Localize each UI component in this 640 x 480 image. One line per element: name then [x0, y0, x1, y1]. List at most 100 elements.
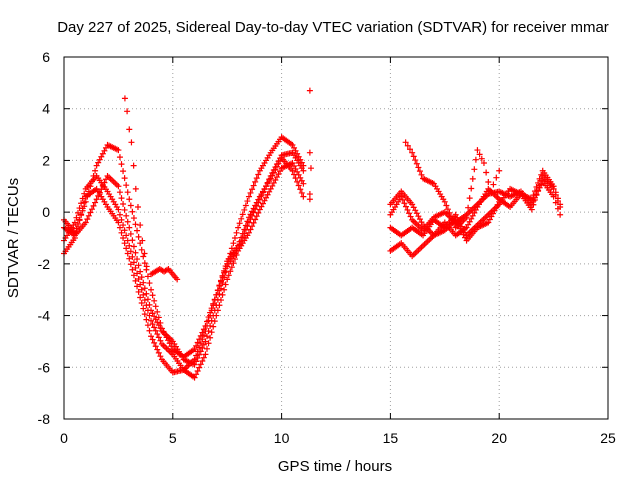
- data-point-marker: [466, 195, 473, 202]
- data-point-marker: [298, 189, 305, 196]
- data-point-marker: [207, 334, 214, 341]
- data-point-marker: [233, 229, 240, 236]
- data-point-marker: [263, 182, 270, 189]
- data-point-marker: [127, 202, 134, 209]
- data-point-marker: [143, 316, 150, 323]
- data-point-marker: [416, 168, 423, 175]
- data-point-marker: [306, 191, 313, 198]
- x-tick-label: 0: [60, 430, 68, 446]
- data-point-marker: [139, 237, 146, 244]
- data-point-marker: [144, 307, 151, 314]
- data-point-marker: [138, 286, 145, 293]
- data-point-marker: [213, 291, 220, 298]
- data-point-marker: [557, 211, 564, 218]
- data-point-marker: [71, 219, 78, 226]
- data-point-marker: [306, 87, 313, 94]
- data-point-marker: [199, 345, 206, 352]
- data-point-marker: [120, 168, 127, 175]
- data-point-marker: [222, 281, 229, 288]
- data-point-marker: [79, 195, 86, 202]
- data-point-marker: [217, 297, 224, 304]
- data-point-marker: [132, 249, 139, 256]
- data-point-marker: [528, 196, 535, 203]
- data-point-marker: [92, 199, 99, 206]
- data-point-marker: [138, 274, 145, 281]
- plot-frame: [63, 56, 609, 420]
- data-point-marker: [245, 229, 252, 236]
- data-point-marker: [245, 193, 252, 200]
- data-point-marker: [73, 214, 80, 221]
- data-point-marker: [130, 162, 137, 169]
- y-axis-label: SDTVAR / TECUs: [5, 178, 22, 298]
- data-point-marker: [115, 147, 122, 154]
- data-point-marker: [236, 220, 243, 227]
- data-point-marker: [121, 227, 128, 234]
- x-tick-label: 25: [600, 430, 616, 446]
- data-point-marker: [140, 279, 147, 286]
- data-point-marker: [132, 277, 139, 284]
- data-point-marker: [490, 181, 497, 188]
- data-point-marker: [144, 296, 151, 303]
- data-point-marker: [247, 226, 254, 233]
- data-point-marker: [137, 222, 144, 229]
- data-point-marker: [199, 358, 206, 365]
- data-point-marker: [134, 270, 141, 277]
- data-point-marker: [76, 205, 83, 212]
- data-point-marker: [126, 224, 133, 231]
- data-point-marker: [478, 155, 485, 162]
- data-point-marker: [193, 342, 200, 349]
- x-tick-label: 10: [274, 430, 290, 446]
- data-point-marker: [130, 215, 137, 222]
- data-point-marker: [144, 273, 151, 280]
- data-point-marker: [250, 219, 257, 226]
- data-point-marker: [148, 317, 155, 324]
- data-point-marker: [146, 312, 153, 319]
- x-axis-label: GPS time / hours: [278, 458, 392, 475]
- y-tick-label: 4: [42, 101, 50, 117]
- data-point-marker: [255, 199, 262, 206]
- data-point-marker: [144, 322, 151, 329]
- data-point-marker: [196, 364, 203, 371]
- data-point-marker: [126, 242, 133, 249]
- data-point-marker: [530, 192, 537, 199]
- data-point-marker: [135, 276, 142, 283]
- data-point-marker: [120, 222, 127, 229]
- data-point-marker: [557, 201, 564, 208]
- data-point-marker: [216, 282, 223, 289]
- data-point-marker: [255, 171, 262, 178]
- data-point-marker: [483, 169, 490, 176]
- data-point-marker: [407, 213, 414, 220]
- data-point-marker: [300, 193, 307, 200]
- data-point-marker: [264, 179, 271, 186]
- data-point-marker: [141, 285, 148, 292]
- data-point-marker: [174, 276, 181, 283]
- data-point-marker: [239, 234, 246, 241]
- data-point-marker: [140, 305, 147, 312]
- data-point-marker: [191, 346, 198, 353]
- data-point-marker: [531, 188, 538, 195]
- data-point-marker: [294, 178, 301, 185]
- data-point-marker: [127, 261, 134, 268]
- data-point-marker: [401, 200, 408, 207]
- data-point-marker: [216, 302, 223, 309]
- data-point-marker: [121, 240, 128, 247]
- chart-title: Day 227 of 2025, Sidereal Day-to-day VTE…: [57, 19, 609, 36]
- data-point-marker: [244, 198, 251, 205]
- data-point-marker: [289, 167, 296, 174]
- data-point-marker: [249, 186, 256, 193]
- data-point-marker: [81, 199, 88, 206]
- data-point-marker: [157, 353, 164, 360]
- data-point-marker: [230, 240, 237, 247]
- data-point-marker: [194, 355, 201, 362]
- data-point-marker: [127, 248, 134, 255]
- data-point-marker: [300, 167, 307, 174]
- data-point-marker: [140, 253, 147, 260]
- data-point-marker: [134, 227, 141, 234]
- data-point-marker: [154, 331, 161, 338]
- data-point-marker: [121, 95, 128, 102]
- data-point-marker: [471, 166, 478, 173]
- y-tick-label: 2: [42, 152, 50, 168]
- data-point-marker: [443, 202, 450, 209]
- data-point-marker: [241, 206, 248, 213]
- data-point-marker: [74, 209, 81, 216]
